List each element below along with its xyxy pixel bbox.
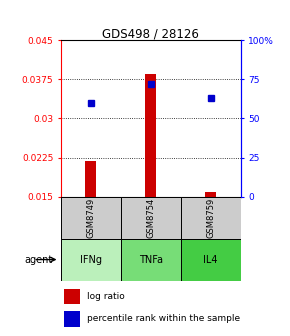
Bar [181,239,241,281]
Title: GDS498 / 28126: GDS498 / 28126 [102,27,199,40]
Text: IFNg: IFNg [80,255,102,264]
Text: IL4: IL4 [204,255,218,264]
Text: GSM8754: GSM8754 [146,198,155,238]
Text: percentile rank within the sample: percentile rank within the sample [87,314,240,324]
Text: GSM8759: GSM8759 [206,198,215,238]
Text: TNFa: TNFa [139,255,163,264]
Text: log ratio: log ratio [87,292,124,301]
Bar [121,239,181,281]
Bar [64,289,79,304]
Bar [205,193,216,197]
Bar [145,74,156,197]
Bar [181,197,241,239]
Bar [86,161,96,197]
Text: GSM8749: GSM8749 [86,198,95,238]
Text: agent: agent [24,255,52,264]
Bar [121,197,181,239]
Bar [61,197,121,239]
Bar [61,239,121,281]
Bar [64,311,79,327]
